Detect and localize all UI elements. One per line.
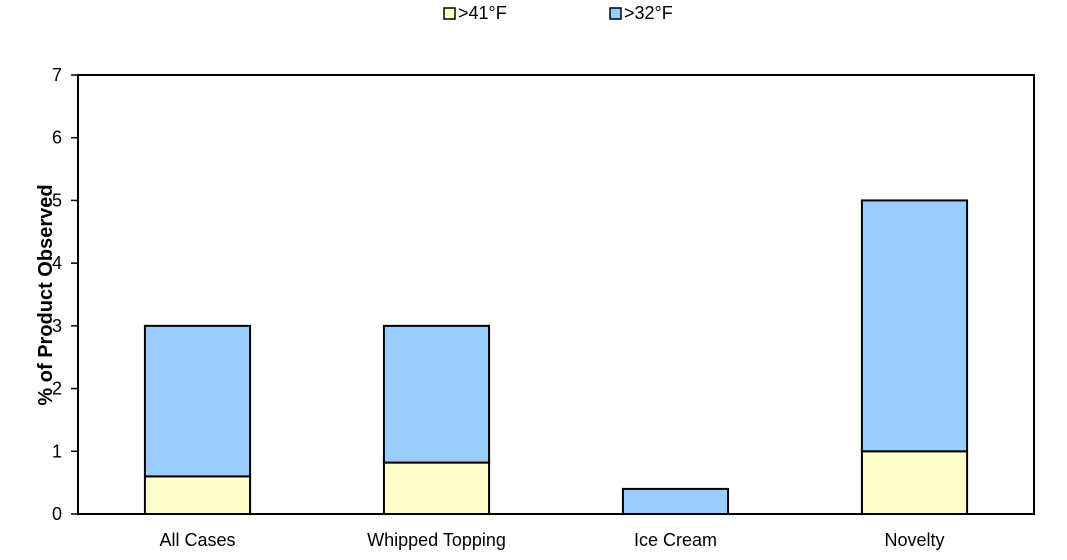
- x-axis: All Cases Whipped Topping Ice Cream Novelty: [159, 530, 944, 550]
- x-tick-label: All Cases: [159, 530, 235, 550]
- legend-swatch: [609, 7, 622, 20]
- y-tick-label: 5: [52, 190, 62, 210]
- legend-swatch: [443, 7, 456, 20]
- y-tick-label: 4: [52, 253, 62, 273]
- y-tick-label: 2: [52, 379, 62, 399]
- bar-segment: [860, 199, 969, 453]
- y-tick-label: 3: [52, 316, 62, 336]
- x-tick-label: Whipped Topping: [367, 530, 506, 550]
- y-axis: 0 1 2 3 4 5 6 7: [52, 65, 78, 524]
- y-tick-label: 7: [52, 65, 62, 85]
- bar-segment: [143, 475, 252, 515]
- y-tick-label: 0: [52, 504, 62, 524]
- legend-label: >41°F: [458, 3, 507, 23]
- bar-segment: [382, 324, 491, 464]
- legend: >41°F >32°F: [443, 3, 673, 23]
- y-tick-label: 6: [52, 128, 62, 148]
- bar-segment: [382, 461, 491, 515]
- y-axis-label: % of Product Observed: [35, 184, 57, 405]
- bar-segment: [143, 324, 252, 478]
- bar-segment: [860, 450, 969, 515]
- legend-label: >32°F: [624, 3, 673, 23]
- x-tick-label: Ice Cream: [634, 530, 717, 550]
- bar-segment: [621, 487, 730, 515]
- bars: [143, 199, 969, 515]
- x-tick-label: Novelty: [884, 530, 944, 550]
- y-tick-label: 1: [52, 441, 62, 461]
